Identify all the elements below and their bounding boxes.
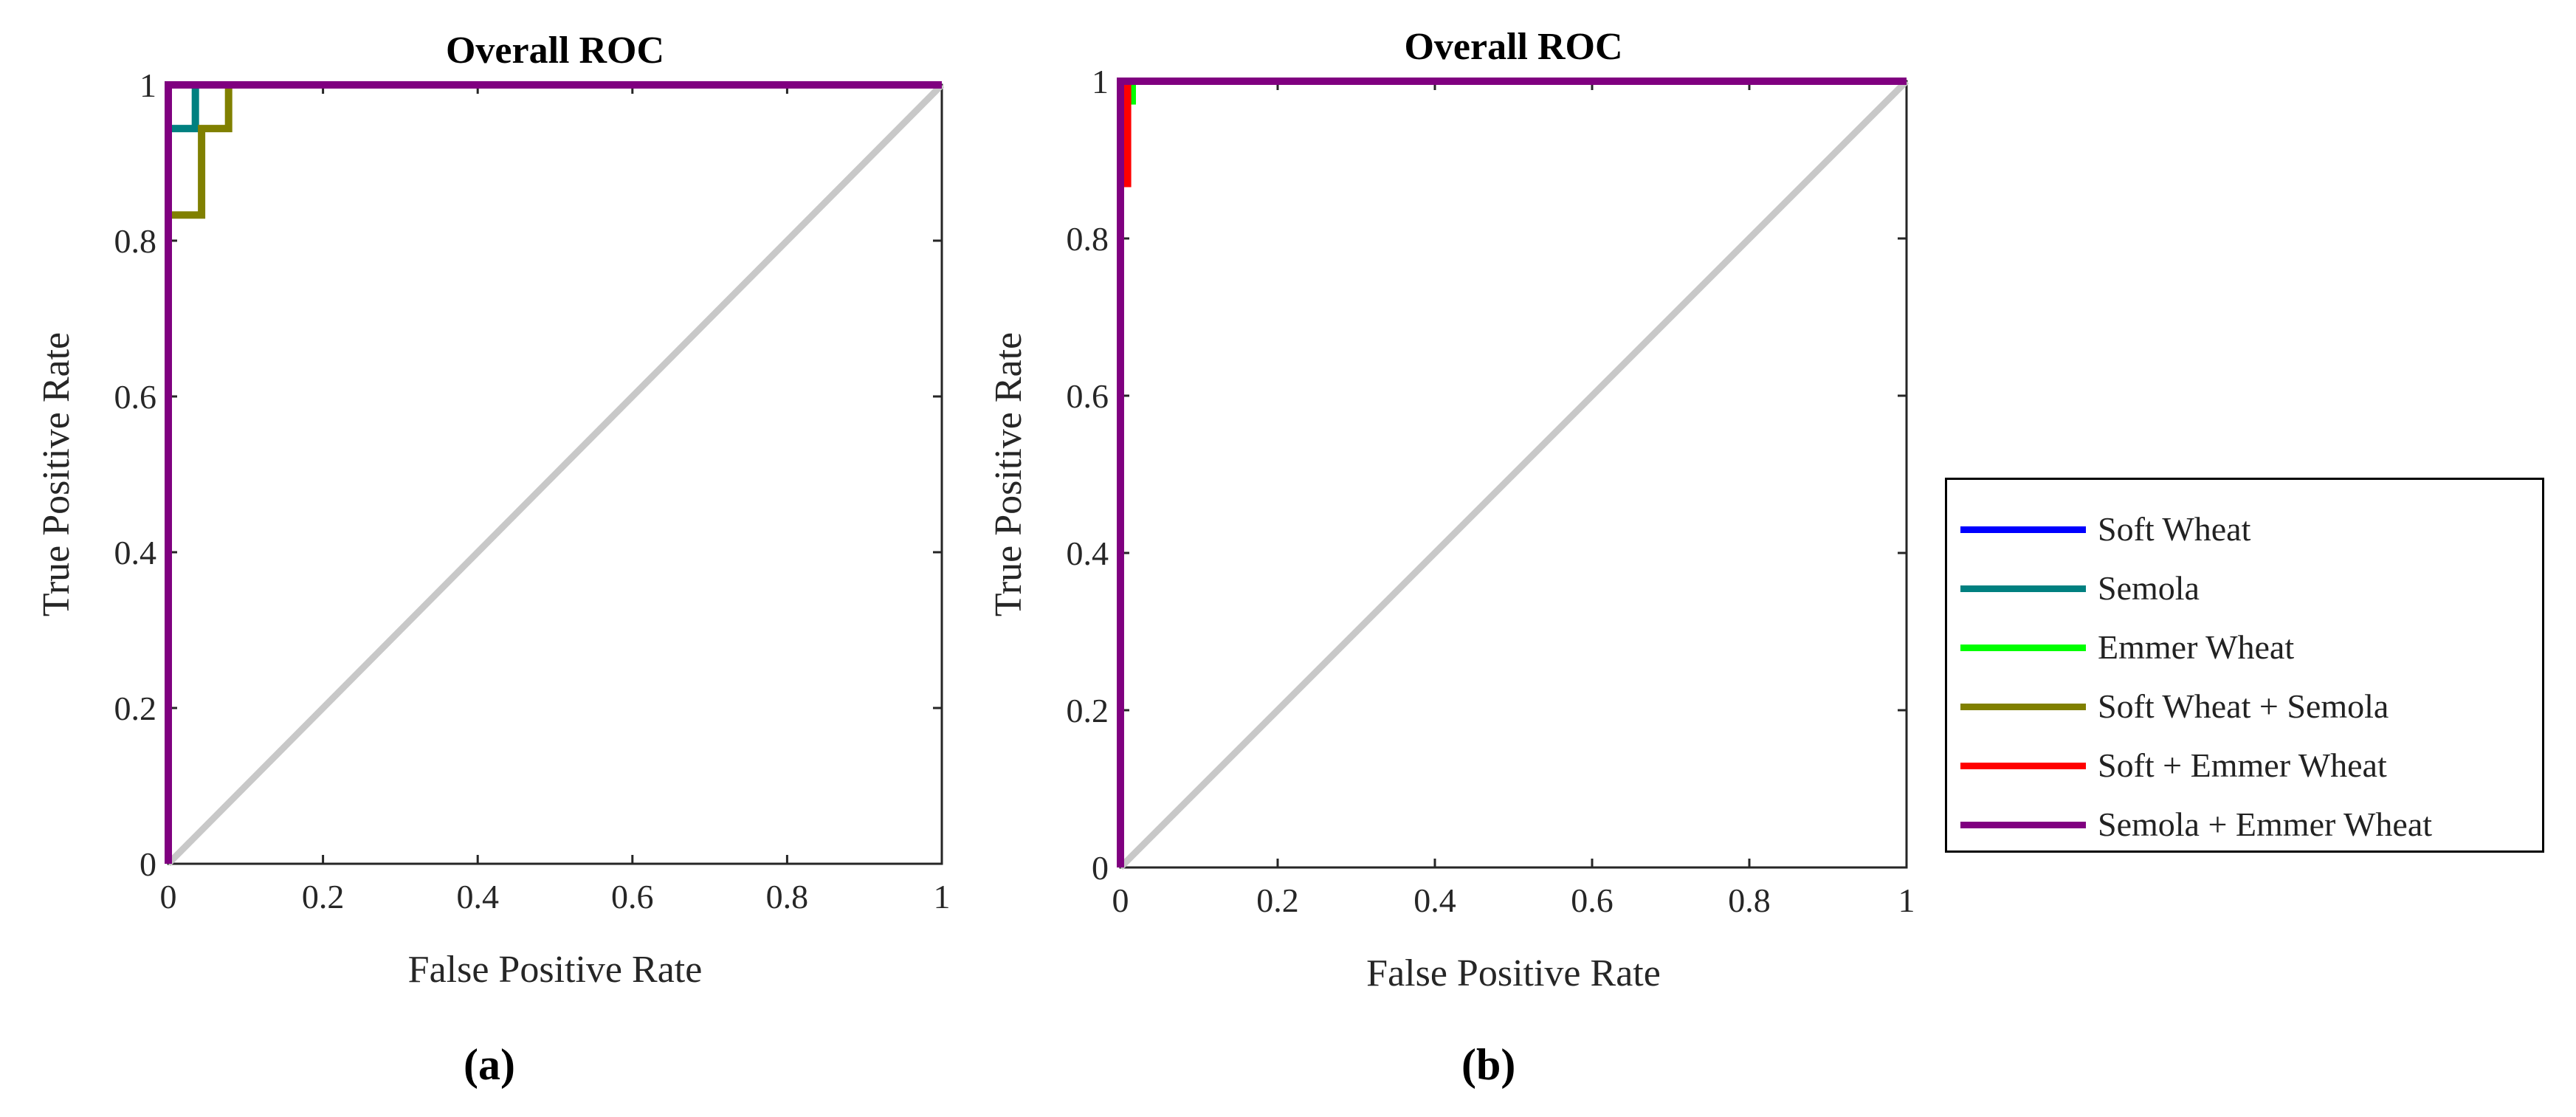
x-tick-label: 0.6	[1571, 881, 1614, 919]
subplot-label-a: (a)	[464, 1040, 515, 1089]
roc-chart-b: 0 0.2 0.4 0.6 0.8 1 0 0.2 0.4 0.6 0.8 1 Overall ROC F…	[988, 26, 1915, 994]
legend-swatch	[1960, 526, 2086, 533]
roc-line-semola-emmer-wheat	[1117, 78, 1907, 867]
y-tick-label: 0.2	[114, 690, 157, 727]
subplot-label-b: (b)	[1461, 1040, 1516, 1089]
roc-chart-a: 0 0.2 0.4 0.6 0.8 1 0 0.2 0.4 0.6 0.8 1 Overall ROC F…	[35, 30, 951, 991]
y-tick-label: 0.8	[114, 222, 157, 260]
x-tick-label: 0.8	[1728, 881, 1771, 919]
legend-label: Soft Wheat + Semola	[2098, 687, 2389, 725]
x-tick-label: 0.2	[302, 878, 345, 915]
x-tick-label: 0.6	[611, 878, 654, 915]
legend-label: Emmer Wheat	[2098, 628, 2295, 666]
legend-item: Soft Wheat	[1947, 507, 2542, 551]
y-tick-label: 1	[1092, 63, 1109, 100]
legend-swatch	[1960, 704, 2086, 710]
roc-line-semola-emmer-wheat	[165, 81, 942, 864]
legend-item: Emmer Wheat	[1947, 625, 2542, 670]
legend-swatch	[1960, 585, 2086, 592]
y-tick-label: 0.2	[1067, 692, 1109, 729]
legend-item: Semola	[1947, 566, 2542, 611]
legend-label: Semola + Emmer Wheat	[2098, 805, 2433, 843]
y-axis-label: True Positive Rate	[35, 332, 78, 616]
y-axis-label: True Positive Rate	[988, 332, 1030, 616]
legend-item: Semola + Emmer Wheat	[1947, 802, 2542, 847]
x-axis-label: False Positive Rate	[408, 949, 703, 991]
chart-title: Overall ROC	[446, 30, 664, 72]
x-tick-label: 0.4	[1413, 881, 1456, 919]
legend-swatch	[1960, 822, 2086, 828]
y-tick-label: 0.4	[1067, 535, 1109, 572]
x-tick-label: 1	[1898, 881, 1915, 919]
x-axis-label: False Positive Rate	[1366, 952, 1661, 994]
y-tick-label: 0.8	[1067, 220, 1109, 258]
y-tick-label: 0	[1092, 849, 1109, 887]
legend-item: Soft Wheat + Semola	[1947, 684, 2542, 729]
legend-swatch	[1960, 645, 2086, 651]
x-tick-label: 1	[934, 878, 951, 915]
y-tick-label: 0.6	[1067, 377, 1109, 415]
y-tick-label: 0	[140, 845, 156, 883]
x-tick-label: 0	[160, 878, 177, 915]
chance-diagonal-line	[1117, 78, 1909, 870]
x-tick-label: 0.4	[456, 878, 499, 915]
legend-label: Soft + Emmer Wheat	[2098, 746, 2387, 784]
y-tick-label: 0.4	[114, 534, 157, 571]
legend-swatch	[1960, 763, 2086, 769]
chart-title: Overall ROC	[1404, 26, 1622, 68]
legend-label: Semola	[2098, 569, 2200, 607]
y-tick-label: 1	[140, 66, 156, 104]
x-tick-label: 0.2	[1256, 881, 1299, 919]
x-tick-label: 0.8	[766, 878, 809, 915]
legend-item: Soft + Emmer Wheat	[1947, 743, 2542, 788]
legend: Soft Wheat Semola Emmer Wheat Soft Wheat…	[1945, 478, 2544, 853]
legend-label: Soft Wheat	[2098, 510, 2251, 548]
y-tick-label: 0.6	[114, 378, 157, 416]
chance-diagonal-line	[165, 82, 945, 867]
x-tick-label: 0	[1112, 881, 1129, 919]
